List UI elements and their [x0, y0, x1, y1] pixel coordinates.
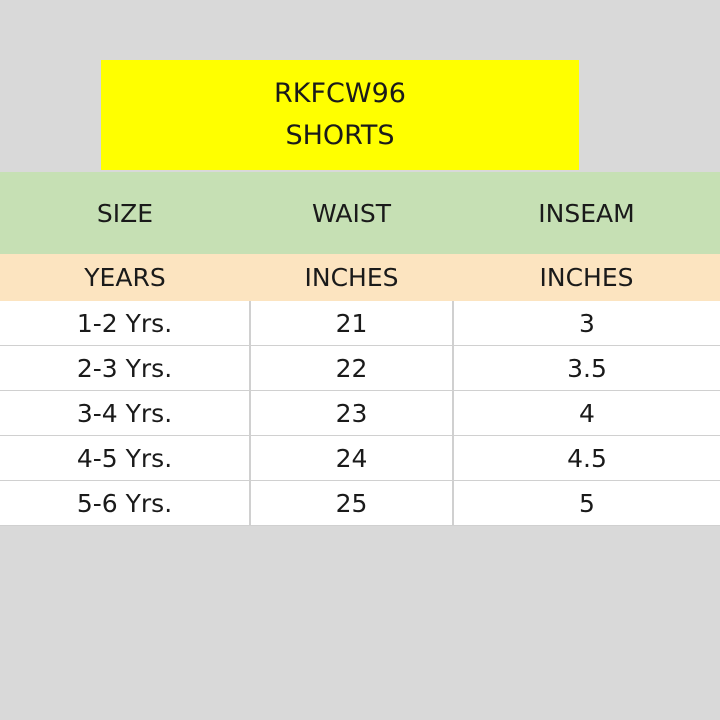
cell-waist: 24 — [250, 435, 454, 481]
cell-size: 1-2 Yrs. — [0, 301, 251, 346]
title-box: RKFCW96 SHORTS — [101, 60, 579, 170]
cell-size: 5-6 Yrs. — [0, 480, 251, 526]
header-waist: WAIST — [250, 172, 453, 254]
header-size: SIZE — [0, 172, 250, 254]
cell-inseam: 5 — [453, 480, 720, 526]
table-row: 2-3 Yrs. 22 3.5 — [0, 345, 720, 391]
cell-inseam: 4.5 — [453, 435, 720, 481]
cell-inseam: 4 — [453, 390, 720, 436]
unit-row: YEARS INCHES INCHES — [0, 254, 720, 301]
cell-waist: 21 — [250, 301, 454, 346]
cell-size: 2-3 Yrs. — [0, 345, 251, 391]
cell-waist: 25 — [250, 480, 454, 526]
table-row: 3-4 Yrs. 23 4 — [0, 390, 720, 436]
header-inseam: INSEAM — [453, 172, 720, 254]
cell-size: 3-4 Yrs. — [0, 390, 251, 436]
header-row: SIZE WAIST INSEAM — [0, 172, 720, 254]
cell-waist: 23 — [250, 390, 454, 436]
table-row: 5-6 Yrs. 25 5 — [0, 480, 720, 526]
table-row: 1-2 Yrs. 21 3 — [0, 301, 720, 346]
cell-inseam: 3 — [453, 301, 720, 346]
cell-size: 4-5 Yrs. — [0, 435, 251, 481]
cell-inseam: 3.5 — [453, 345, 720, 391]
unit-waist: INCHES — [250, 254, 453, 301]
product-code: RKFCW96 — [274, 78, 406, 109]
cell-waist: 22 — [250, 345, 454, 391]
unit-size: YEARS — [0, 254, 250, 301]
product-name: SHORTS — [285, 120, 395, 151]
size-chart-table: SIZE WAIST INSEAM YEARS INCHES INCHES 1-… — [0, 172, 720, 526]
unit-inseam: INCHES — [453, 254, 720, 301]
table-row: 4-5 Yrs. 24 4.5 — [0, 435, 720, 481]
